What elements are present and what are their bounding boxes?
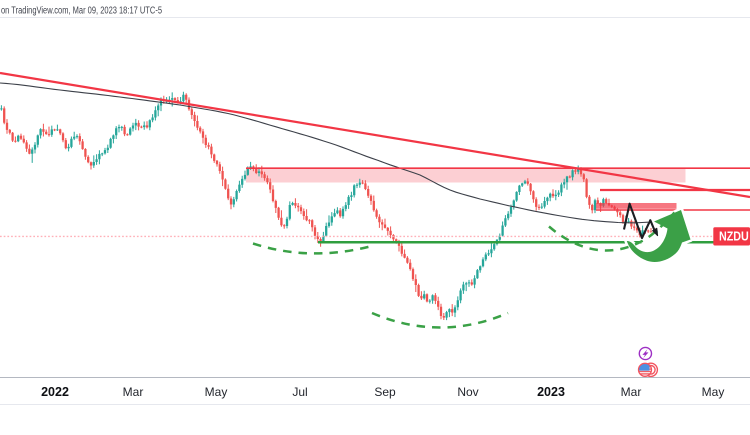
svg-text:May: May [702, 385, 725, 399]
svg-text:NZDU: NZDU [719, 229, 749, 243]
svg-text:May: May [205, 385, 228, 399]
svg-text:2023: 2023 [537, 385, 565, 399]
svg-text:2022: 2022 [41, 385, 69, 399]
svg-text:Mar: Mar [123, 385, 144, 399]
svg-text:Mar: Mar [621, 385, 642, 399]
svg-text:Jul: Jul [292, 385, 307, 399]
svg-text:Sep: Sep [374, 385, 396, 399]
svg-text:on TradingView.com, Mar 09, 20: on TradingView.com, Mar 09, 2023 18:17 U… [1, 6, 162, 17]
svg-text:Nov: Nov [457, 385, 478, 399]
